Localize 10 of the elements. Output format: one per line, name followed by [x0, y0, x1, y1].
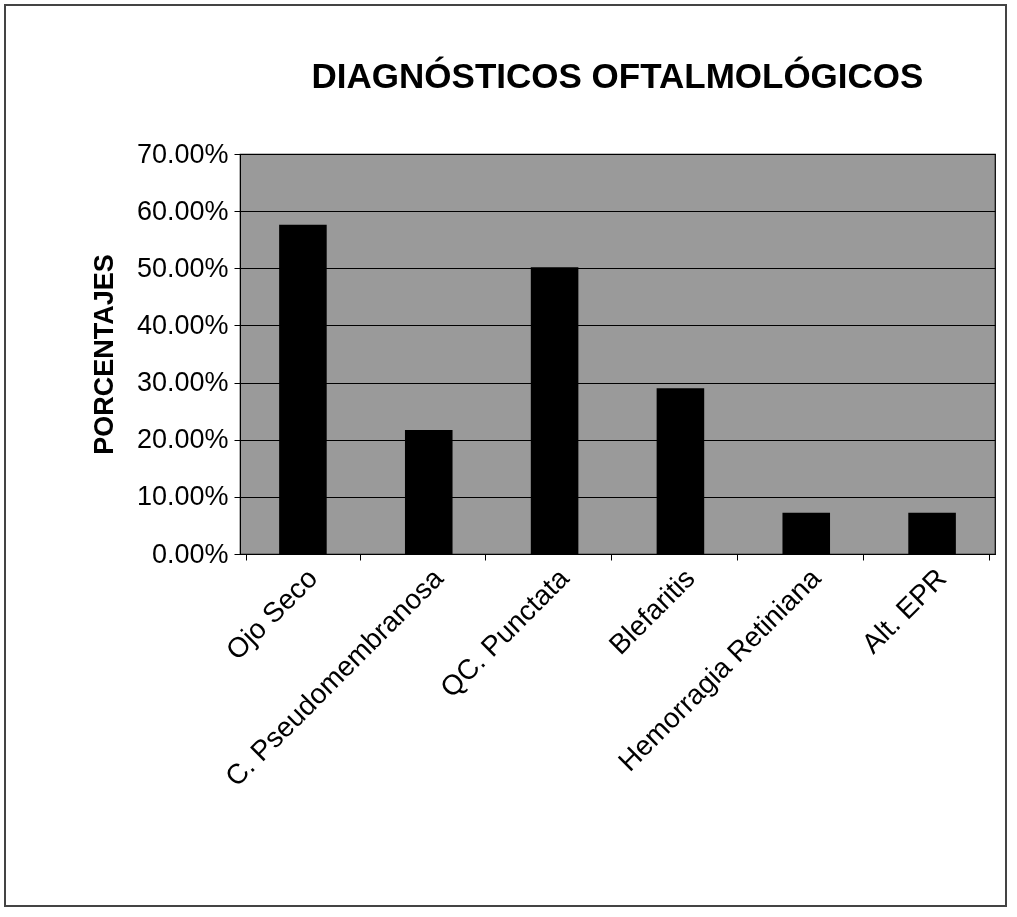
y-tick-label: 20.00%	[136, 424, 229, 455]
y-tick-label: 30.00%	[136, 367, 229, 398]
y-tick-label: 50.00%	[136, 252, 229, 283]
y-axis-title: PORCENTAJES	[88, 254, 119, 455]
chart-title: DIAGNÓSTICOS OFTALMOLÓGICOS	[311, 56, 924, 95]
y-tick-label: 10.00%	[136, 481, 229, 512]
y-tick-label: 0.00%	[151, 538, 229, 569]
y-tick-label: 40.00%	[136, 309, 229, 340]
y-tick-label: 70.00%	[136, 138, 229, 169]
y-tick-label: 60.00%	[136, 195, 229, 226]
